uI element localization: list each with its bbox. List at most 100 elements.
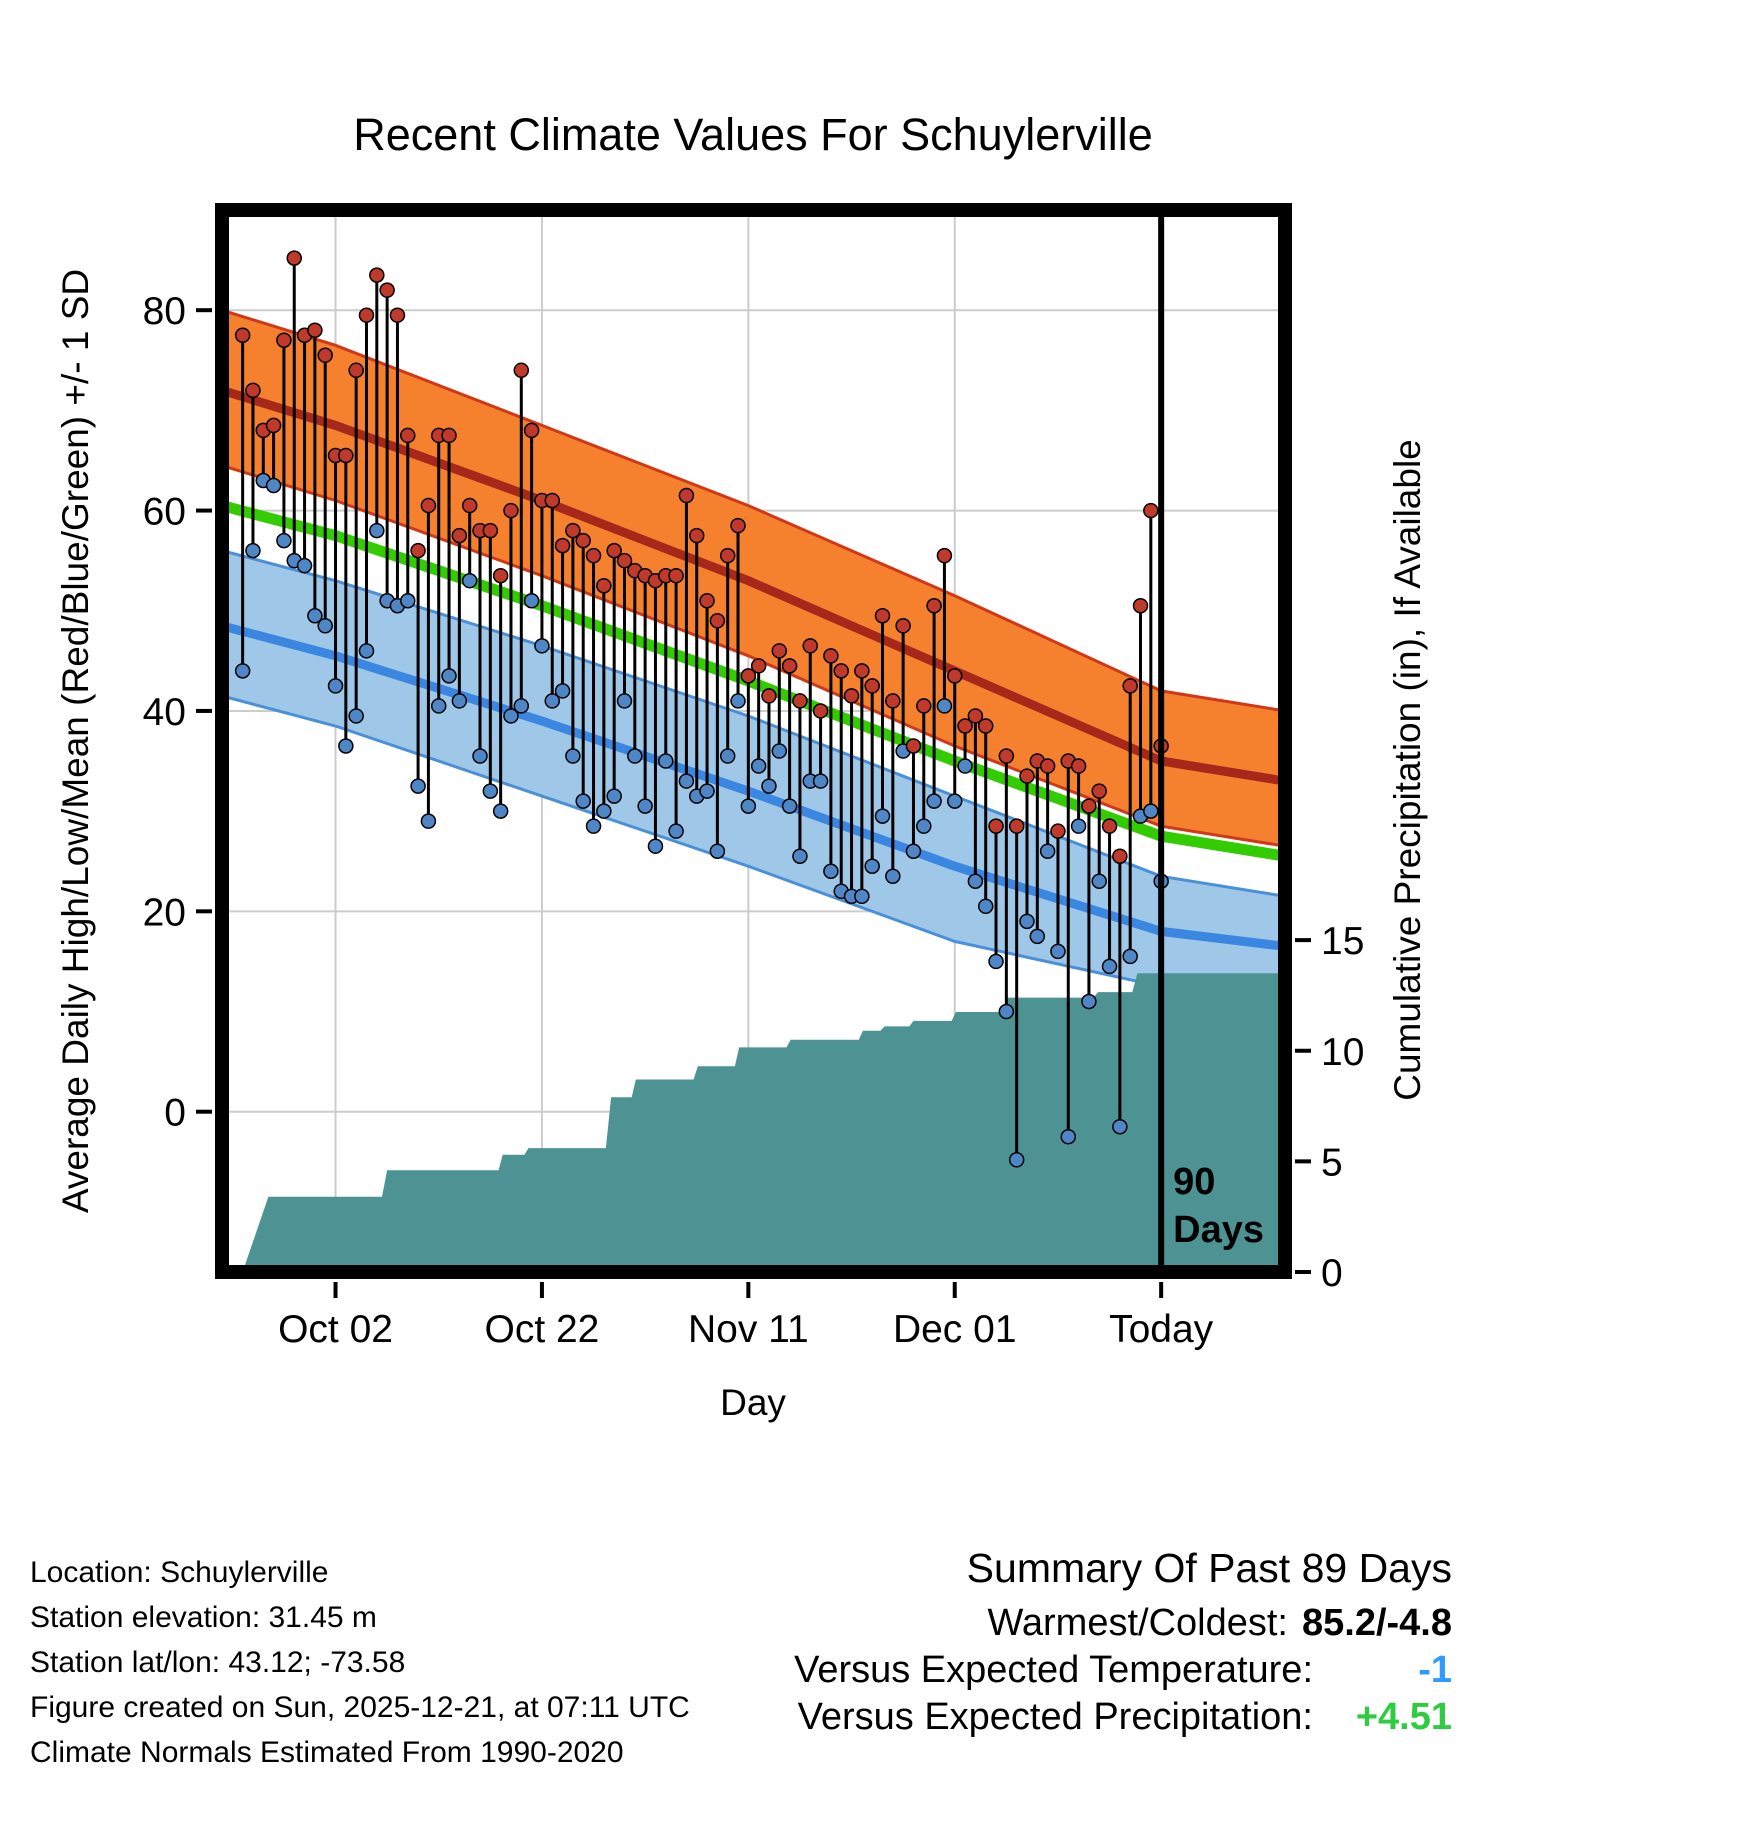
- low-dot: [740, 798, 757, 814]
- low-dot: [967, 873, 984, 890]
- summary-value: 85.2/-4.8: [1302, 1602, 1452, 1644]
- low-dot: [1091, 873, 1107, 890]
- low-dot: [420, 813, 437, 829]
- summary-row-warmest-coldest: Warmest/Coldest: 85.2/-4.8: [794, 1600, 1452, 1647]
- high-dot: [544, 492, 561, 509]
- low-dot: [936, 698, 953, 714]
- low-dot: [926, 793, 942, 809]
- high-dot: [936, 547, 953, 564]
- summary-row-vs-precipitation: Versus Expected Precipitation: +4.51: [794, 1694, 1452, 1741]
- high-dot: [1122, 678, 1138, 694]
- plot-frame: [215, 203, 1292, 1279]
- low-dot: [1070, 818, 1087, 834]
- high-dot: [461, 497, 478, 514]
- low-dot: [709, 843, 726, 859]
- low-dot: [998, 1003, 1015, 1020]
- low-dot: [668, 823, 684, 839]
- high-dot: [854, 663, 870, 679]
- low-dot: [606, 788, 622, 804]
- low-dot: [245, 542, 261, 559]
- low-dot: [234, 663, 251, 679]
- low-dot: [874, 808, 891, 824]
- low-dot: [637, 798, 653, 814]
- high-dot: [709, 613, 726, 629]
- low-dot: [513, 698, 530, 714]
- low-dot: [761, 778, 777, 794]
- high-dot: [1019, 768, 1035, 784]
- low-dot: [554, 683, 571, 699]
- high-dot: [513, 362, 530, 379]
- high-dot: [265, 417, 282, 434]
- low-dot: [523, 592, 540, 609]
- low-dot: [1039, 843, 1056, 859]
- high-dot: [503, 502, 519, 519]
- low-dot: [1143, 803, 1159, 819]
- high-dot: [885, 693, 901, 709]
- low-dot: [348, 708, 364, 724]
- high-dot: [606, 542, 622, 559]
- low-dot: [988, 953, 1004, 970]
- high-dot: [988, 818, 1004, 834]
- low-dot: [534, 638, 550, 654]
- high-dot: [668, 567, 684, 584]
- high-dot: [833, 663, 849, 679]
- high-dot: [369, 267, 385, 283]
- low-dot: [1029, 928, 1046, 945]
- low-dot: [544, 693, 561, 709]
- y-tick-label-right: 10: [1321, 1031, 1364, 1074]
- low-dot: [771, 743, 788, 759]
- high-dot: [699, 592, 715, 609]
- high-dot: [678, 487, 695, 504]
- low-dot: [369, 522, 385, 539]
- summary-panel: Summary Of Past 89 Days Warmest/Coldest:…: [794, 1545, 1452, 1741]
- low-dot: [451, 693, 468, 709]
- high-dot: [895, 618, 911, 634]
- low-dot: [750, 758, 767, 774]
- low-dot: [957, 758, 973, 774]
- high-dot: [234, 327, 251, 343]
- figure-created: Figure created on Sun, 2025-12-21, at 07…: [30, 1691, 690, 1724]
- high-dot: [317, 347, 333, 364]
- station-info: Location: Schuylerville Station elevatio…: [30, 1550, 690, 1775]
- low-dot: [461, 572, 478, 589]
- high-dot: [565, 522, 581, 539]
- low-dot: [885, 868, 901, 885]
- x-tick-label: Dec 01: [893, 1308, 1017, 1351]
- summary-label: Versus Expected Temperature:: [794, 1649, 1313, 1691]
- low-dot: [400, 592, 416, 609]
- high-dot: [1101, 818, 1118, 834]
- high-dot: [823, 648, 839, 664]
- y-axis-label-right: Cumulative Precipitation (in), If Availa…: [1387, 439, 1428, 1101]
- high-dot: [348, 362, 364, 379]
- high-dot: [688, 527, 705, 544]
- low-dot: [1050, 943, 1066, 960]
- y-tick-label-left: 60: [143, 491, 186, 534]
- high-dot: [1081, 798, 1097, 814]
- low-dot: [905, 843, 922, 859]
- high-dot: [1091, 783, 1107, 799]
- low-dot: [699, 783, 715, 799]
- low-dot: [823, 863, 839, 879]
- low-dot: [1112, 1118, 1128, 1135]
- x-tick-label: Nov 11: [688, 1308, 809, 1351]
- low-dot: [585, 818, 602, 834]
- low-dot: [812, 773, 829, 789]
- high-dot: [761, 688, 777, 704]
- low-dot: [647, 838, 664, 854]
- low-dot: [358, 643, 375, 659]
- high-dot: [916, 698, 932, 714]
- high-dot: [792, 693, 808, 709]
- summary-value: +4.51: [1355, 1696, 1452, 1738]
- high-dot: [771, 643, 788, 659]
- x-tick-label: Oct 22: [484, 1308, 599, 1351]
- low-dot: [854, 888, 870, 905]
- y-tick-label-left: 80: [143, 290, 186, 333]
- low-dot: [1122, 948, 1138, 965]
- low-dot: [596, 803, 612, 819]
- x-tick-label: Oct 02: [278, 1308, 393, 1351]
- low-dot: [307, 608, 323, 624]
- high-dot: [379, 282, 395, 298]
- low-dot: [730, 693, 746, 709]
- low-dot: [503, 708, 519, 724]
